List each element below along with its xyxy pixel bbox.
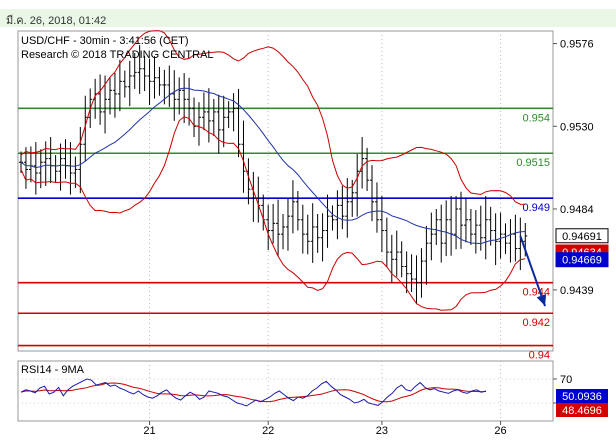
rsi-title: RSI14 - 9MA: [21, 364, 85, 376]
rsi-value-label: 48.4696: [562, 405, 602, 417]
price-tag: [555, 228, 609, 244]
level-label: 0.954: [522, 112, 550, 124]
candlestick-series: [19, 45, 528, 305]
price-panel-border: [17, 30, 554, 352]
y-tick-label: 0.9484: [560, 204, 594, 216]
top-bar: มี.ค. 26, 2018, 01:42: [0, 0, 616, 27]
support-resistance-levels: 0.954 0.9515 0.949 0.944 0.942 0.94: [18, 107, 553, 362]
rsi-ma-line: [20, 382, 487, 403]
level-label: 0.94: [529, 350, 550, 362]
x-tick-label: 22: [262, 425, 274, 437]
rsi-value-label: 50.0936: [562, 391, 602, 403]
price-tag-label: 0.94669: [562, 255, 602, 267]
top-bar-tint: [0, 9, 616, 27]
level-label: 0.9515: [516, 157, 550, 169]
y-tick-label: 0.9439: [560, 285, 594, 297]
price-axis: 0.95760.95300.94840.94390.946910.946340.…: [553, 39, 609, 297]
bollinger-lower: [20, 116, 526, 311]
level-label: 0.944: [522, 287, 550, 299]
level-label: 0.949: [522, 202, 550, 214]
bollinger-and-ma-series: [20, 30, 526, 311]
y-tick-label: 0.9576: [560, 39, 594, 51]
rsi-tick-label: 70: [560, 374, 572, 386]
price-panel: [17, 30, 554, 422]
chart-subtitle: Research © 2018 TRADING CENTRAL: [21, 49, 214, 61]
x-tick-label: 26: [494, 425, 506, 437]
chart-title: USD/CHF - 30min - 3:41:56 (CET): [21, 35, 188, 47]
rsi-value-tag: [556, 389, 608, 403]
x-tick-label: 21: [143, 425, 155, 437]
projection-arrow: [519, 235, 547, 307]
rsi-line: [20, 378, 487, 407]
moving-average: [20, 87, 526, 245]
time-axis: 21 22 23 26: [143, 421, 507, 437]
price-tag: [555, 252, 609, 268]
y-tick-label: 0.9530: [560, 121, 594, 133]
bollinger-upper: [20, 30, 526, 205]
price-tag-label: 0.94691: [562, 231, 602, 243]
projection-arrowhead: [536, 294, 547, 307]
x-tick-label: 23: [376, 425, 388, 437]
rsi-value-tag: [556, 403, 608, 417]
usdchf-chart: 0.954 0.9515 0.949 0.944 0.942 0.94 0.9576 0.9…: [17, 30, 609, 437]
level-label: 0.942: [522, 317, 550, 329]
timestamp: มี.ค. 26, 2018, 01:42: [6, 15, 107, 27]
projection-line: [519, 235, 546, 307]
